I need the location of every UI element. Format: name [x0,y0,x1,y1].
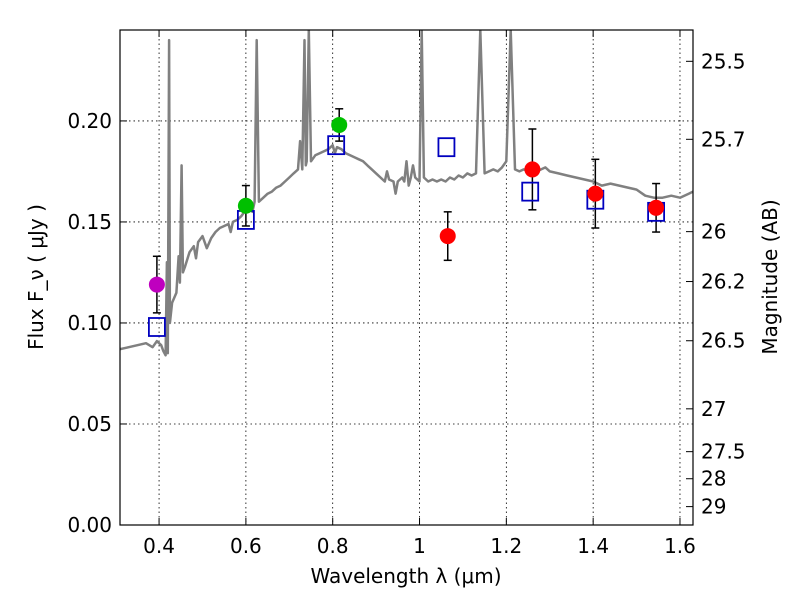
plot-frame [119,29,694,526]
x-tick-label: 0.6 [230,534,262,558]
y2-axis-label: Magnitude (AB) [758,199,782,354]
x-axis-label: Wavelength λ (μm) [310,564,501,588]
y2-tick-label: 27 [701,397,726,421]
y2-tick-label: 27.5 [701,440,746,464]
observed-point [237,197,254,214]
observed-point [648,199,665,216]
y-tick-label: 0.10 [67,311,112,335]
y2-tick-label: 28 [701,467,726,491]
x-tick-label: 1.6 [664,534,696,558]
y-axis-label: Flux F_ν ( μJy ) [24,204,48,350]
spectrum-line [120,30,693,357]
error-bars [152,108,661,314]
axis-ticks: 0.4 0.6 0.8 1 1.2 1.4 1.6 0.00 0.05 0.10 0.15 0.20 2… [67,30,746,558]
x-tick-label: 0.4 [143,534,175,558]
model-square [521,181,540,202]
y2-tick-label: 26 [701,220,726,244]
model-square [147,317,166,337]
y2-tick-label: 25.5 [701,49,746,73]
y2-tick-label: 29 [701,495,726,519]
observed-points [148,116,665,293]
y-tick-label: 0.05 [67,412,112,436]
model-square [437,137,456,158]
observed-point [524,161,541,178]
y-tick-label: 0.15 [67,210,112,234]
x-tick-label: 0.8 [317,534,349,558]
x-tick-label: 1.2 [490,534,522,558]
grid [120,30,693,525]
observed-point [331,116,348,133]
x-tick-label: 1 [413,534,426,558]
x-tick-label: 1.4 [577,534,609,558]
observed-point [587,185,604,202]
observed-point [148,276,165,293]
y2-tick-label: 25.7 [701,127,746,151]
observed-point [439,228,456,245]
y2-tick-label: 26.5 [701,329,746,353]
y2-tick-label: 26.2 [701,270,746,294]
model-square [327,135,346,156]
model-spectrum [120,30,693,357]
y-tick-label: 0.20 [67,109,112,133]
y-tick-label: 0.00 [67,513,112,537]
